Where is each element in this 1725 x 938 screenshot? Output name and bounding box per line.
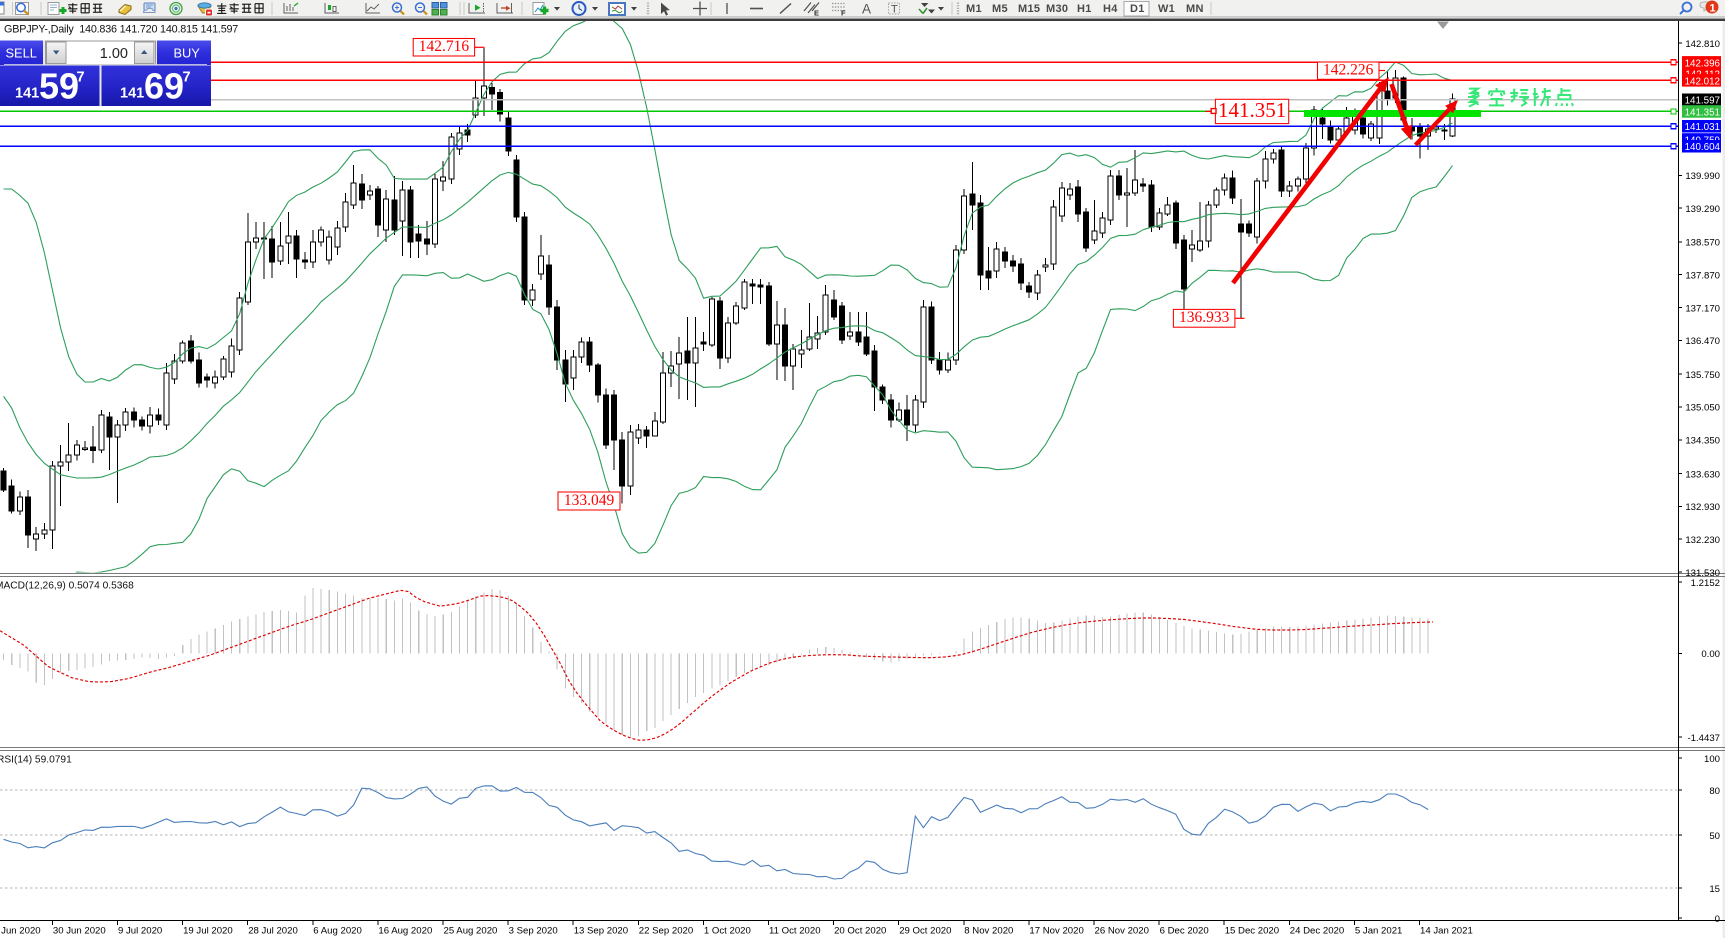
- svg-text:MN: MN: [1186, 3, 1204, 15]
- svg-text:133.630: 133.630: [1685, 469, 1720, 480]
- svg-text:135.050: 135.050: [1685, 403, 1720, 414]
- svg-text:137.170: 137.170: [1685, 303, 1720, 314]
- svg-text:139.290: 139.290: [1685, 204, 1720, 215]
- svg-text:138.570: 138.570: [1685, 238, 1720, 249]
- svg-text:7: 7: [77, 70, 85, 86]
- svg-text:6 Aug 2020: 6 Aug 2020: [313, 926, 362, 937]
- svg-text:F: F: [841, 9, 846, 18]
- svg-text:142.012: 142.012: [1685, 76, 1720, 87]
- svg-text:142.716: 142.716: [419, 38, 470, 55]
- svg-text:22 Jun 2020: 22 Jun 2020: [0, 926, 41, 937]
- svg-text:1.00: 1.00: [100, 46, 128, 62]
- svg-text:142.226: 142.226: [1323, 62, 1374, 79]
- svg-text:SELL: SELL: [6, 46, 37, 61]
- svg-text:142.810: 142.810: [1685, 39, 1720, 50]
- svg-text:137.870: 137.870: [1685, 271, 1720, 282]
- svg-text:D1: D1: [1130, 3, 1145, 15]
- svg-text:139.990: 139.990: [1685, 171, 1720, 182]
- svg-text:100: 100: [1704, 754, 1720, 765]
- svg-text:141.031: 141.031: [1685, 122, 1720, 133]
- svg-text:E: E: [814, 9, 819, 18]
- svg-text:3 Sep 2020: 3 Sep 2020: [509, 926, 558, 937]
- svg-text:141.597: 141.597: [1685, 96, 1720, 107]
- svg-text:17 Nov 2020: 17 Nov 2020: [1029, 926, 1083, 937]
- svg-text:RSI(14) 59.0791: RSI(14) 59.0791: [0, 755, 72, 766]
- svg-text:22 Sep 2020: 22 Sep 2020: [639, 926, 693, 937]
- svg-text:7: 7: [183, 70, 191, 86]
- svg-text:59: 59: [39, 66, 79, 107]
- svg-text:15 Dec 2020: 15 Dec 2020: [1225, 926, 1279, 937]
- svg-text:1 Oct 2020: 1 Oct 2020: [704, 926, 751, 937]
- svg-text:28 Jul 2020: 28 Jul 2020: [248, 926, 298, 937]
- svg-text:142.396: 142.396: [1685, 58, 1721, 69]
- svg-text:MACD(12,26,9) 0.5074 0.5368: MACD(12,26,9) 0.5074 0.5368: [0, 581, 134, 592]
- svg-text:W1: W1: [1158, 3, 1175, 15]
- svg-text:26 Nov 2020: 26 Nov 2020: [1095, 926, 1149, 937]
- svg-text:GBPJPY-,Daily 140.836 141.720: GBPJPY-,Daily 140.836 141.720 140.815 14…: [4, 24, 238, 36]
- svg-text:15: 15: [1709, 884, 1720, 895]
- svg-text:132.230: 132.230: [1685, 535, 1720, 546]
- svg-text:-1.4437: -1.4437: [1687, 733, 1720, 744]
- svg-text:30 Jun 2020: 30 Jun 2020: [53, 926, 106, 937]
- svg-text:50: 50: [1709, 831, 1720, 842]
- svg-text:69: 69: [144, 66, 184, 107]
- svg-text:136.933: 136.933: [1179, 309, 1230, 326]
- svg-text:T: T: [891, 4, 898, 16]
- svg-text:H1: H1: [1077, 3, 1092, 15]
- svg-text:M5: M5: [992, 3, 1008, 15]
- svg-text:M15: M15: [1018, 3, 1040, 15]
- svg-text:M1: M1: [966, 3, 982, 15]
- svg-text:H4: H4: [1103, 3, 1118, 15]
- svg-text:141: 141: [15, 86, 39, 102]
- svg-text:13 Sep 2020: 13 Sep 2020: [574, 926, 628, 937]
- svg-text:141: 141: [120, 86, 144, 102]
- svg-text:1: 1: [1710, 3, 1716, 15]
- svg-text:0: 0: [1715, 914, 1720, 925]
- svg-text:132.930: 132.930: [1685, 502, 1720, 513]
- svg-text:135.750: 135.750: [1685, 370, 1720, 381]
- svg-text:5 Jan 2021: 5 Jan 2021: [1355, 926, 1402, 937]
- svg-text:24 Dec 2020: 24 Dec 2020: [1290, 926, 1344, 937]
- svg-text:136.470: 136.470: [1685, 336, 1720, 347]
- svg-text:19 Jul 2020: 19 Jul 2020: [183, 926, 233, 937]
- svg-text:A: A: [862, 2, 871, 17]
- svg-text:133.049: 133.049: [564, 492, 615, 509]
- svg-text:14 Jan 2021: 14 Jan 2021: [1420, 926, 1473, 937]
- svg-text:134.350: 134.350: [1685, 436, 1720, 447]
- svg-text:80: 80: [1709, 786, 1720, 797]
- svg-text:25 Aug 2020: 25 Aug 2020: [444, 926, 498, 937]
- svg-text:M30: M30: [1046, 3, 1068, 15]
- svg-text:1.2152: 1.2152: [1691, 578, 1720, 589]
- svg-text:16 Aug 2020: 16 Aug 2020: [378, 926, 432, 937]
- svg-text:29 Oct 2020: 29 Oct 2020: [899, 926, 951, 937]
- svg-text:9 Jul 2020: 9 Jul 2020: [118, 926, 162, 937]
- svg-text:140.604: 140.604: [1685, 142, 1721, 153]
- svg-text:BUY: BUY: [174, 46, 201, 61]
- svg-text:11 Oct 2020: 11 Oct 2020: [769, 926, 821, 937]
- svg-text:0.00: 0.00: [1701, 649, 1720, 660]
- svg-text:6 Dec 2020: 6 Dec 2020: [1160, 926, 1209, 937]
- svg-text:141.351: 141.351: [1218, 98, 1286, 122]
- svg-text:131.530: 131.530: [1685, 568, 1720, 579]
- svg-text:20 Oct 2020: 20 Oct 2020: [834, 926, 886, 937]
- svg-text:8 Nov 2020: 8 Nov 2020: [964, 926, 1013, 937]
- svg-text:141.351: 141.351: [1685, 107, 1720, 118]
